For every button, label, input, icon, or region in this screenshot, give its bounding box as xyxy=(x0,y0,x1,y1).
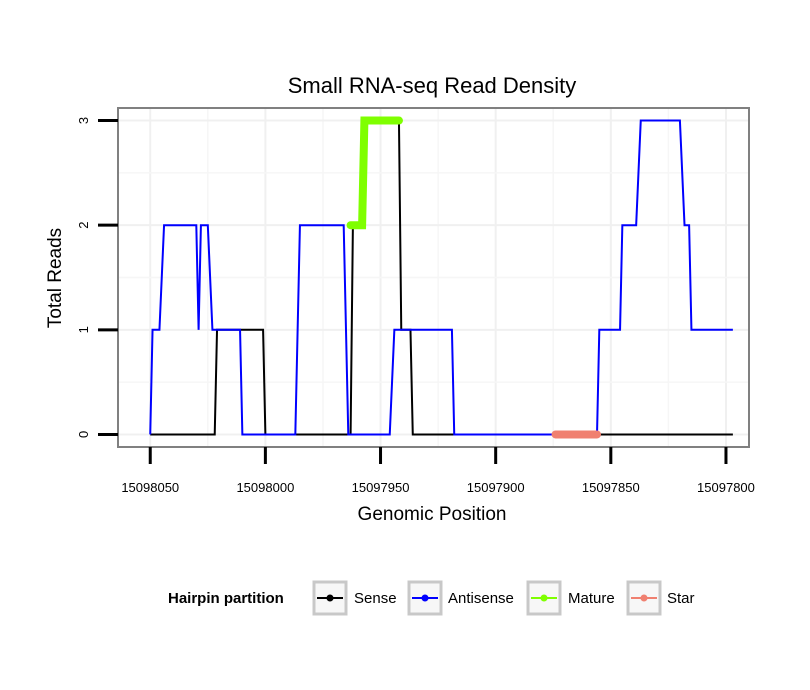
legend-key-dot xyxy=(421,594,429,602)
y-axis-title: Total Reads xyxy=(45,228,66,328)
y-axis: 0 1 2 3 xyxy=(76,117,118,438)
x-tick-label: 15097850 xyxy=(582,480,640,495)
chart-title: Small RNA-seq Read Density xyxy=(288,73,577,98)
x-tick-label: 15097900 xyxy=(467,480,525,495)
series-antisense-line xyxy=(149,119,733,436)
y-tick-label: 0 xyxy=(76,431,91,438)
x-tick-label: 15097800 xyxy=(697,480,755,495)
y-tick-label: 3 xyxy=(76,117,91,124)
x-tick-label: 15098000 xyxy=(236,480,294,495)
y-tick-label: 2 xyxy=(76,222,91,229)
x-tick-label: 15097950 xyxy=(352,480,410,495)
plot-border xyxy=(117,107,750,448)
x-tick-label: 15098050 xyxy=(121,480,179,495)
x-axis-title: Genomic Position xyxy=(358,504,507,525)
legend-key-dot xyxy=(540,594,548,602)
series-mature-line xyxy=(346,116,403,230)
legend-label-star: Star xyxy=(667,590,695,607)
series-layer xyxy=(149,116,733,439)
legend-label-mature: Mature xyxy=(568,590,615,607)
legend-key-dot xyxy=(640,594,648,602)
legend: Hairpin partition Sense Antisense Mature St… xyxy=(168,580,695,616)
y-tick-label: 1 xyxy=(76,326,91,333)
x-axis: 15098050 15098000 15097950 15097900 15097850… xyxy=(121,447,755,495)
legend-title: Hairpin partition xyxy=(168,590,284,607)
legend-key-dot xyxy=(326,594,334,602)
legend-label-antisense: Antisense xyxy=(448,590,514,607)
legend-label-sense: Sense xyxy=(354,590,397,607)
